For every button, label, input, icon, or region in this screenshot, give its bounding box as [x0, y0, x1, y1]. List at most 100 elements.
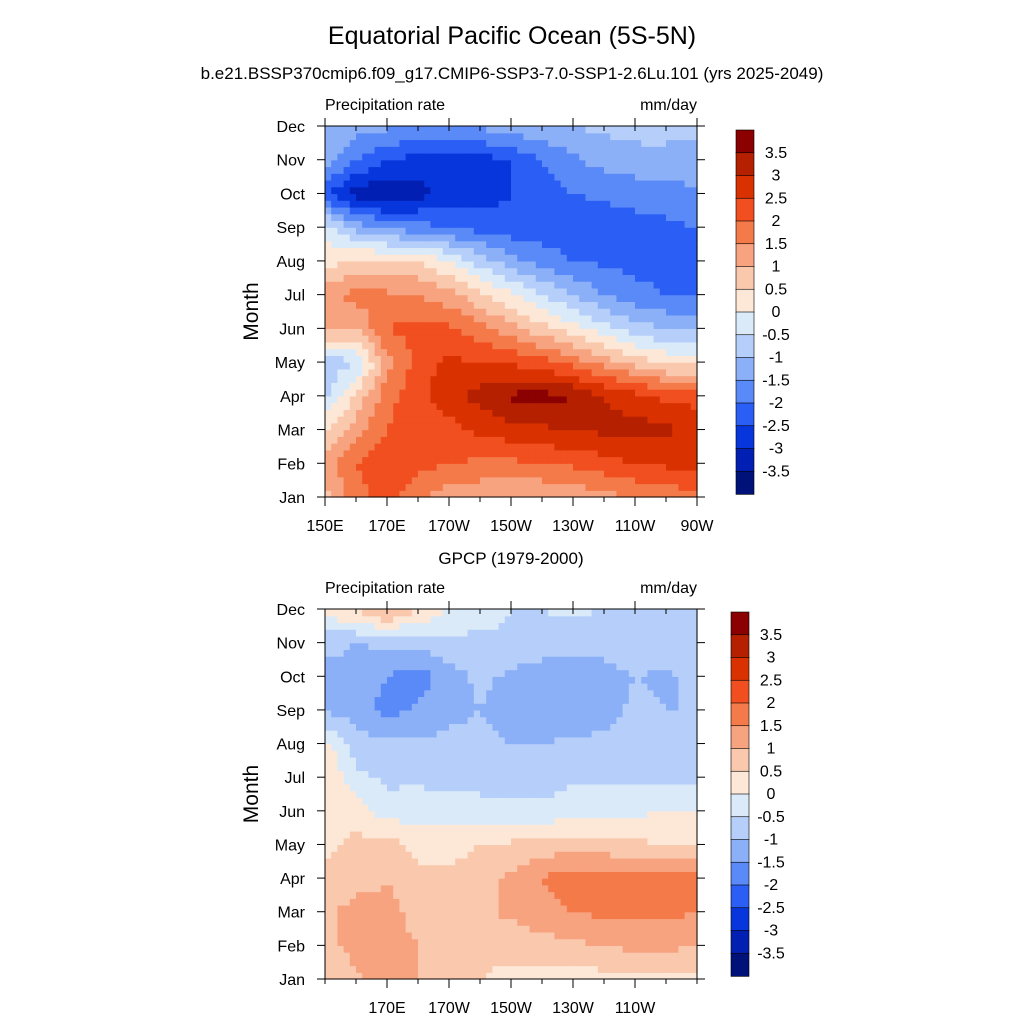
- heatmap-cell: [362, 308, 369, 316]
- heatmap-cell: [573, 409, 580, 417]
- heatmap-cell: [628, 206, 636, 215]
- heatmap-cell: [529, 179, 537, 188]
- heatmap-cell: [548, 287, 555, 296]
- heatmap-cell: [331, 335, 338, 343]
- heatmap-cell: [442, 254, 450, 262]
- heatmap-cell: [591, 193, 599, 201]
- heatmap-cell: [331, 233, 338, 242]
- heatmap-cell: [393, 824, 400, 832]
- heatmap-cell: [554, 831, 562, 839]
- heatmap-cell: [405, 844, 413, 852]
- heatmap-cell: [325, 200, 332, 208]
- heatmap-cell: [368, 200, 376, 208]
- heatmap-cell: [690, 824, 698, 832]
- heatmap-cell: [535, 247, 543, 255]
- heatmap-cell: [678, 314, 686, 323]
- heatmap-cell: [573, 254, 580, 262]
- heatmap-cell: [480, 152, 487, 161]
- heatmap-cell: [467, 159, 475, 168]
- heatmap-cell: [411, 328, 419, 336]
- heatmap-cell: [635, 824, 642, 832]
- heatmap-cell: [504, 382, 512, 390]
- heatmap-cell: [374, 166, 382, 174]
- heatmap-cell: [653, 905, 661, 913]
- heatmap-cell: [337, 213, 345, 222]
- heatmap-cell: [517, 341, 524, 350]
- heatmap-cell: [325, 281, 332, 289]
- heatmap-cell: [337, 857, 345, 866]
- heatmap-cell: [356, 139, 363, 147]
- heatmap-cell: [641, 925, 648, 933]
- heatmap-cell: [393, 186, 400, 195]
- heatmap-cell: [486, 905, 493, 913]
- heatmap-cell: [349, 938, 357, 946]
- heatmap-cell: [480, 375, 487, 383]
- heatmap-cell: [337, 166, 345, 174]
- heatmap-cell: [461, 341, 469, 350]
- heatmap-cell: [461, 389, 469, 397]
- heatmap-cell: [504, 328, 512, 336]
- heatmap-cell: [387, 965, 394, 973]
- heatmap-cell: [424, 240, 431, 249]
- heatmap-cell: [405, 132, 413, 141]
- heatmap-cell: [554, 213, 562, 222]
- heatmap-cell: [548, 213, 555, 222]
- heatmap-cell: [579, 810, 586, 819]
- heatmap-cell: [573, 831, 580, 839]
- heatmap-cell: [418, 355, 425, 363]
- heatmap-cell: [411, 132, 419, 141]
- heatmap-cell: [504, 139, 512, 147]
- heatmap-cell: [368, 126, 376, 134]
- heatmap-cell: [616, 958, 624, 967]
- heatmap-cell: [374, 884, 382, 893]
- heatmap-cell: [374, 925, 382, 933]
- heatmap-cell: [511, 824, 518, 832]
- heatmap-cell: [387, 126, 394, 134]
- heatmap-cell: [411, 851, 419, 859]
- heatmap-cell: [349, 898, 357, 906]
- heatmap-cell: [616, 186, 624, 195]
- heatmap-cell: [690, 925, 698, 933]
- heatmap-cell: [337, 891, 345, 899]
- heatmap-cell: [585, 389, 593, 397]
- heatmap-cell: [449, 470, 456, 478]
- heatmap-cell: [480, 139, 487, 147]
- heatmap-cell: [529, 247, 537, 255]
- heatmap-cell: [511, 389, 518, 397]
- heatmap-cell: [573, 490, 580, 498]
- heatmap-cell: [628, 918, 636, 926]
- heatmap-cell: [554, 139, 562, 147]
- heatmap-cell: [548, 871, 555, 879]
- heatmap-cell: [622, 193, 630, 201]
- heatmap-cell: [337, 958, 345, 967]
- heatmap-cell: [511, 931, 518, 940]
- heatmap-cell: [585, 294, 593, 302]
- heatmap-cell: [511, 972, 518, 980]
- heatmap-cell: [405, 166, 413, 174]
- heatmap-cell: [473, 206, 481, 215]
- heatmap-cell: [635, 456, 642, 464]
- heatmap-cell: [504, 470, 512, 478]
- heatmap-cell: [523, 490, 531, 498]
- heatmap-cell: [684, 958, 692, 967]
- heatmap-cell: [337, 810, 345, 819]
- heatmap-cell: [349, 348, 357, 356]
- heatmap-cell: [517, 395, 524, 404]
- heatmap-cell: [411, 891, 419, 899]
- heatmap-cell: [405, 783, 413, 792]
- heatmap-cell: [504, 416, 512, 424]
- heatmap-cell: [622, 844, 630, 852]
- heatmap-cell: [331, 831, 338, 839]
- heatmap-cell: [337, 790, 345, 798]
- heatmap-cell: [368, 810, 376, 819]
- heatmap-cell: [579, 422, 586, 431]
- heatmap-cell: [393, 490, 400, 498]
- heatmap-cell: [405, 422, 413, 431]
- heatmap-cell: [424, 463, 431, 471]
- heatmap-cell: [411, 804, 419, 812]
- heatmap-cell: [573, 314, 580, 323]
- heatmap-cell: [467, 456, 475, 464]
- heatmap-cell: [616, 925, 624, 933]
- heatmap-cell: [548, 891, 555, 899]
- heatmap-cell: [591, 362, 599, 370]
